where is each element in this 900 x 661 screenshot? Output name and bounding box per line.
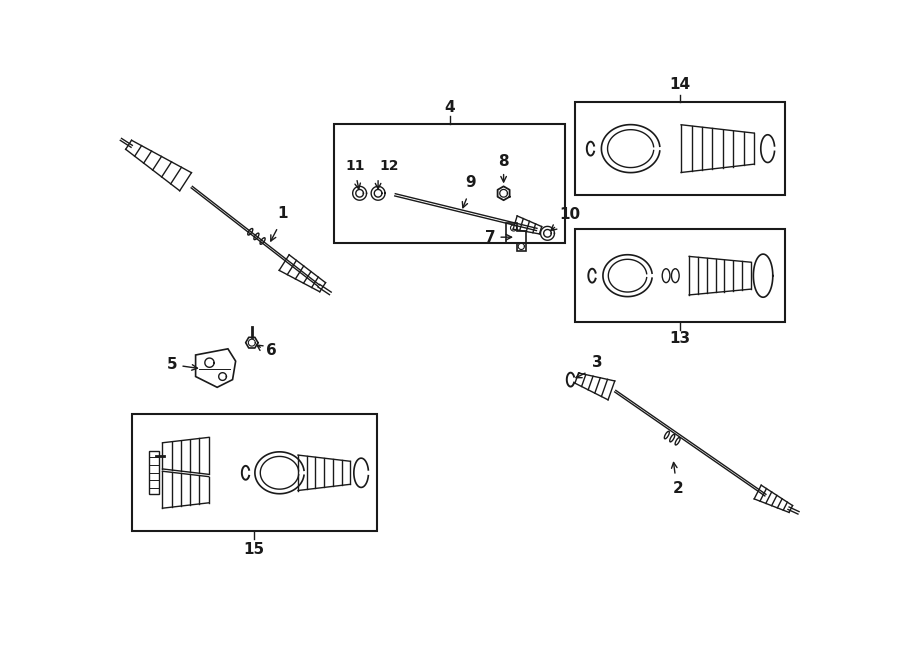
Text: 3: 3	[592, 356, 603, 370]
Text: 2: 2	[673, 481, 684, 496]
Bar	[334, 124, 565, 243]
Text: 6: 6	[266, 343, 276, 358]
Text: 10: 10	[560, 207, 580, 222]
Bar	[131, 414, 376, 531]
Text: 14: 14	[670, 77, 690, 92]
Text: 7: 7	[484, 229, 495, 245]
Text: 5: 5	[166, 357, 177, 371]
Text: 9: 9	[465, 175, 476, 190]
Bar	[575, 229, 785, 322]
Text: 15: 15	[244, 542, 265, 557]
Text: 1: 1	[277, 206, 288, 221]
Text: 13: 13	[670, 331, 690, 346]
Text: 11: 11	[346, 159, 365, 173]
Text: 8: 8	[499, 153, 508, 169]
Bar	[575, 102, 785, 195]
Text: 4: 4	[445, 100, 455, 115]
Text: 12: 12	[380, 159, 399, 173]
Bar	[148, 451, 159, 494]
